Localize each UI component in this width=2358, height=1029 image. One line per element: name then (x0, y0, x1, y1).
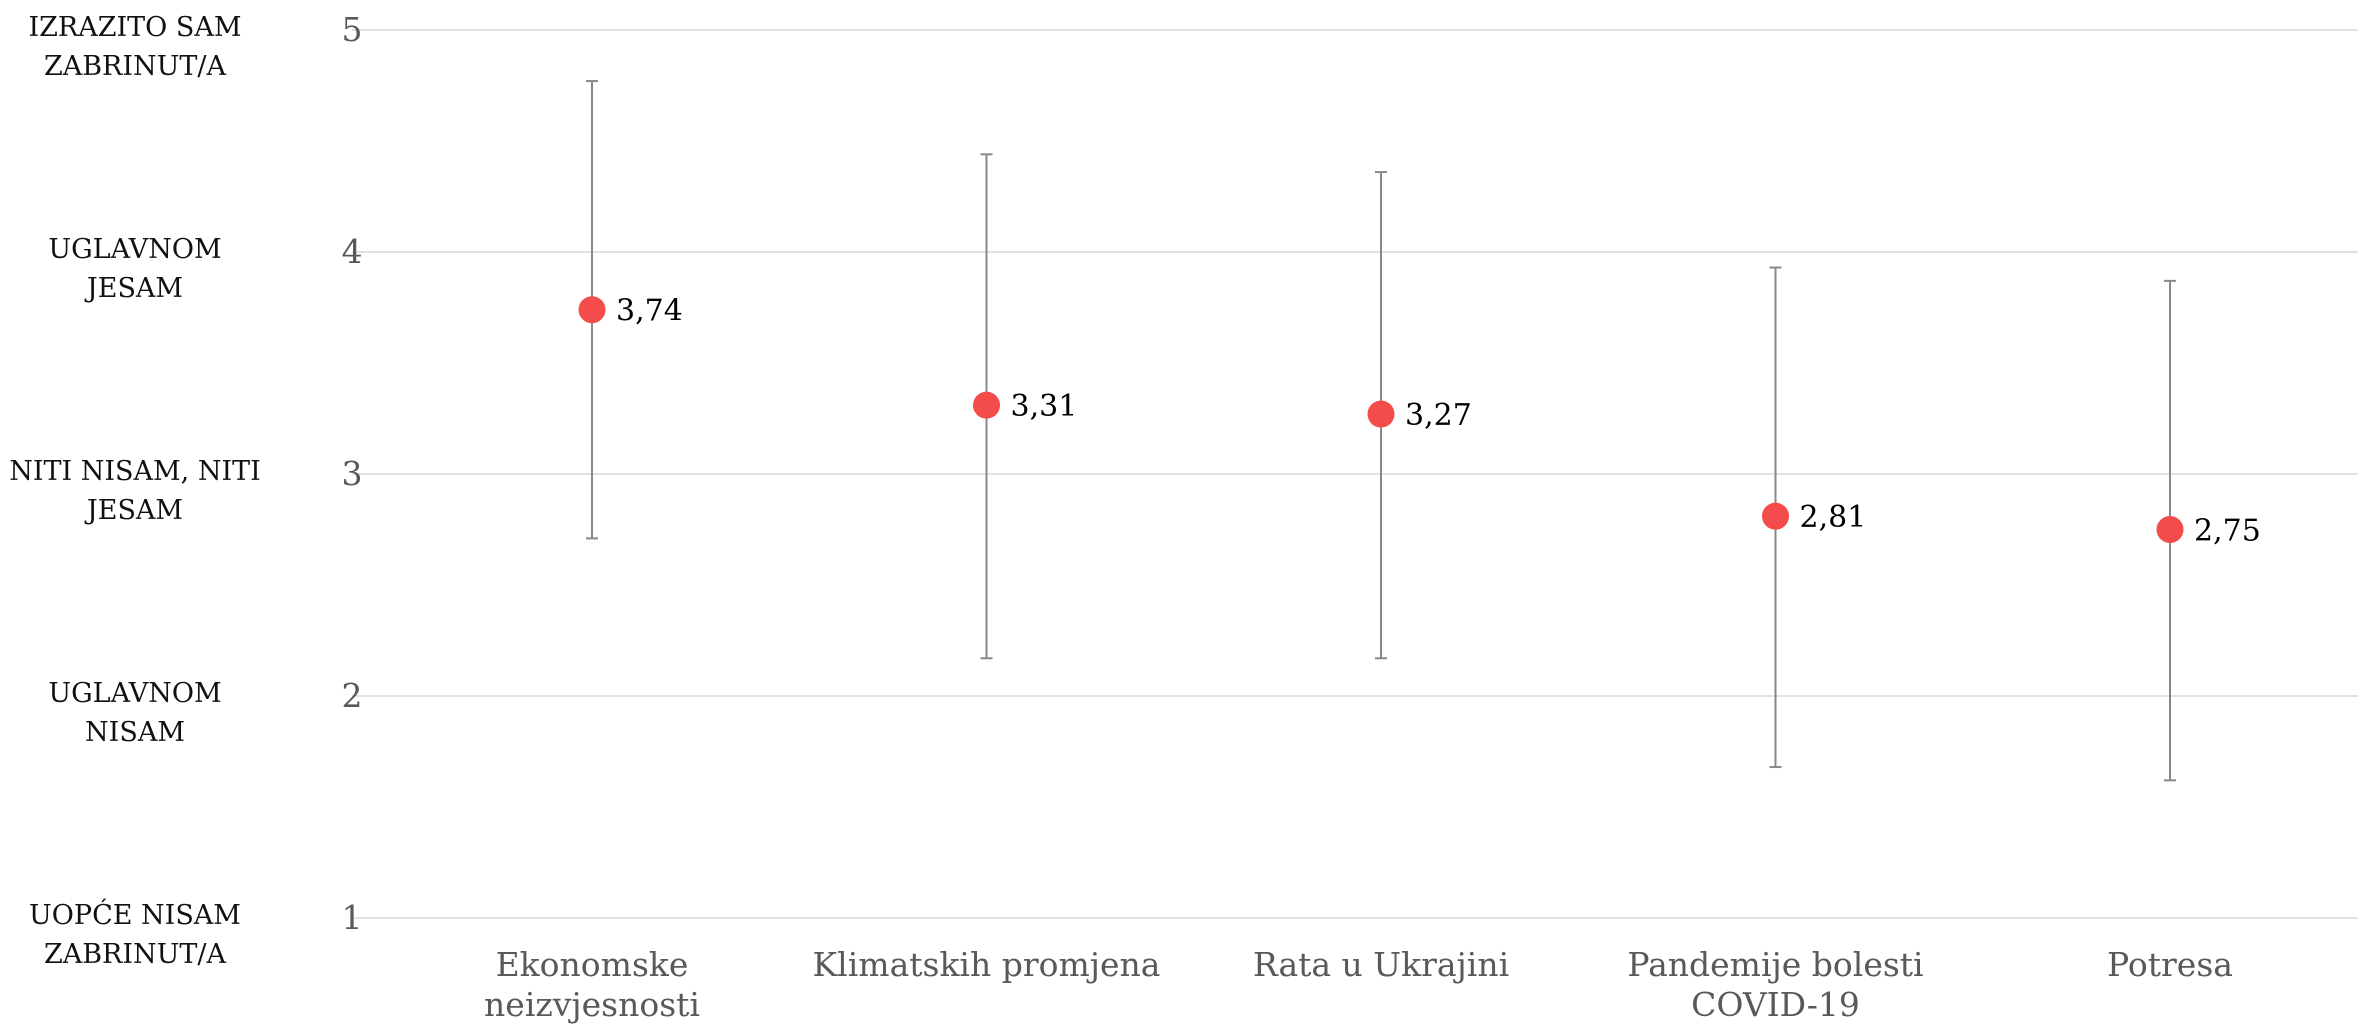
y-tick-label: 5 (342, 10, 363, 49)
x-axis-label: Ekonomske (496, 945, 689, 984)
data-point (2156, 516, 2184, 543)
x-axis-label: Potresa (2107, 945, 2233, 984)
y-tick-label: 3 (342, 454, 363, 493)
data-label: 3,27 (1405, 398, 1472, 433)
data-points (578, 296, 2184, 543)
scale-label: UOPĆE NISAM ZABRINUT/A (0, 896, 270, 974)
data-label: 2,81 (1800, 500, 1867, 535)
scale-label-line: NISAM (85, 717, 185, 748)
data-point (1762, 502, 1789, 530)
scale-label: NITI NISAM, NITI JESAM (0, 452, 270, 530)
scale-label-line: ZABRINUT/A (43, 51, 227, 82)
scale-label-line: JESAM (86, 273, 184, 304)
scale-label: UGLAVNOM NISAM (0, 674, 270, 752)
y-axis-ticks: 1 2 3 4 5 (342, 10, 363, 937)
x-axis-label: COVID-19 (1691, 985, 1860, 1024)
data-point (578, 296, 606, 324)
error-bars (586, 80, 2176, 782)
data-point (973, 391, 1000, 419)
data-point (1367, 400, 1395, 428)
x-axis-label: Rata u Ukrajini (1253, 945, 1509, 984)
y-tick-label: 1 (342, 898, 363, 937)
scale-label-line: UOPĆE NISAM (29, 900, 241, 931)
data-label: 2,75 (2194, 514, 2261, 549)
gridlines (352, 29, 2358, 919)
x-axis-label: Pandemije bolesti (1627, 945, 1923, 984)
scale-label-line: UGLAVNOM (48, 234, 222, 265)
x-axis-label: Klimatskih promjena (813, 945, 1161, 984)
scale-label: UGLAVNOM JESAM (0, 230, 270, 308)
scale-label-line: NITI NISAM, NITI (9, 456, 261, 487)
y-tick-label: 4 (342, 232, 363, 271)
scale-label: IZRAZITO SAM ZABRINUT/A (0, 8, 270, 86)
data-label: 3,74 (616, 294, 683, 329)
data-label: 3,31 (1011, 389, 1078, 424)
scale-label-line: UGLAVNOM (48, 678, 222, 709)
data-labels: 3,74 3,31 3,27 2,81 2,75 (616, 294, 2261, 549)
y-tick-label: 2 (342, 676, 363, 715)
scale-label-line: IZRAZITO SAM (28, 12, 242, 43)
x-axis-label: neizvjesnosti (484, 985, 700, 1024)
scale-label-line: ZABRINUT/A (43, 939, 227, 970)
scale-label-line: JESAM (86, 495, 184, 526)
